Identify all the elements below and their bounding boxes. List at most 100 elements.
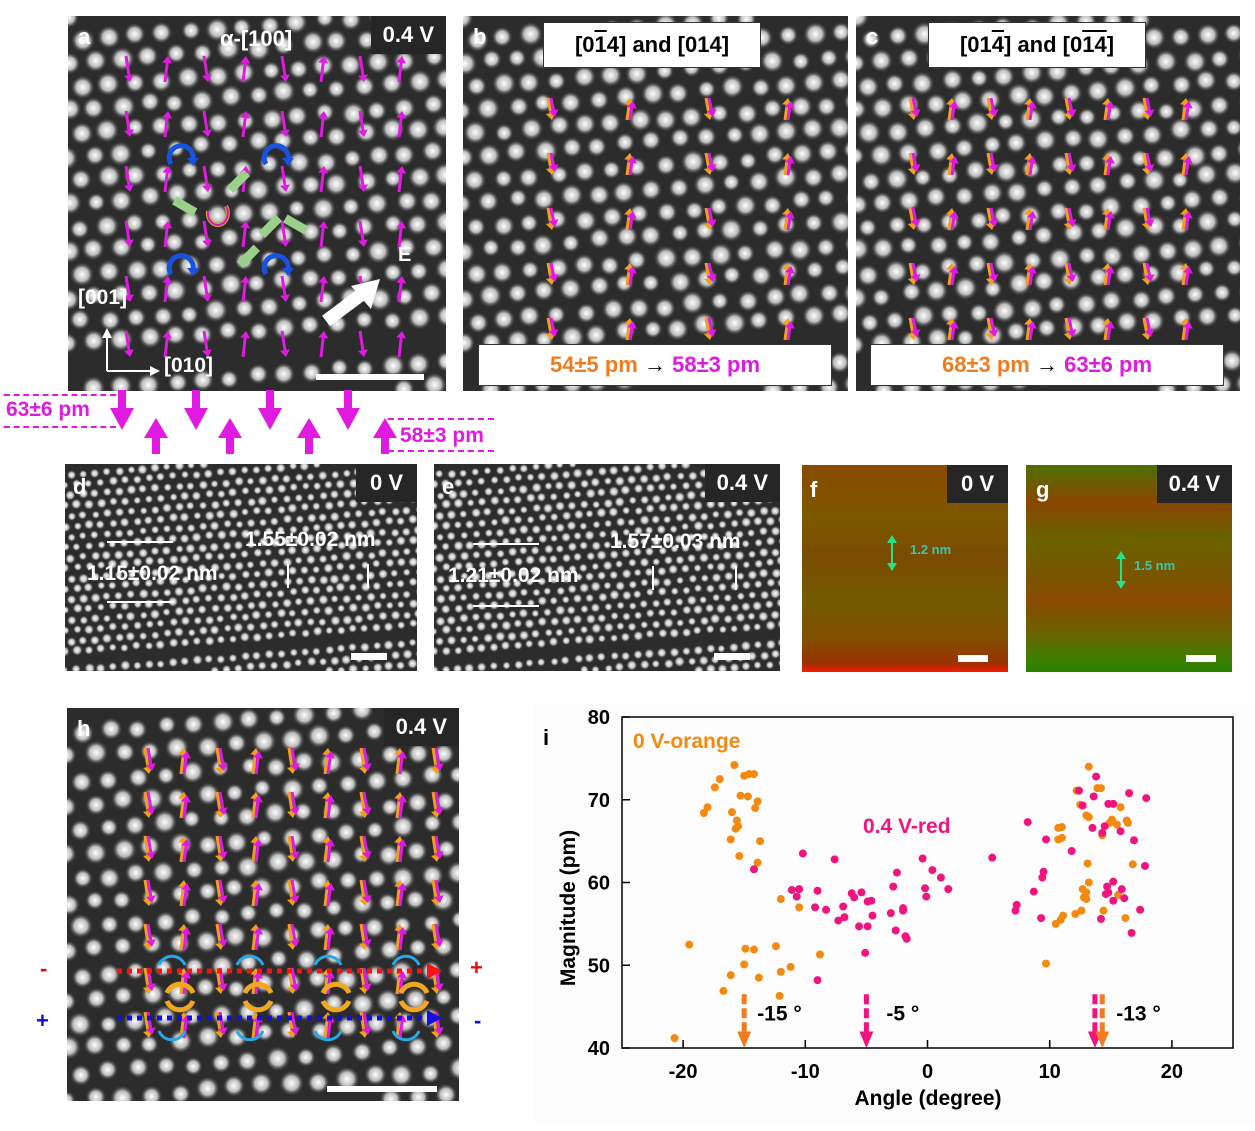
data-point-0v: [1123, 818, 1132, 827]
data-point-04v: [988, 853, 997, 862]
voltage-badge: 0.4 V: [1156, 465, 1232, 503]
data-point-04v: [928, 866, 937, 875]
panel-h-stem-image: h 0.4 V: [67, 708, 459, 1101]
arrow-symbol: →: [1036, 352, 1058, 377]
annotation-arrow-pink: [859, 994, 874, 1048]
y-tick-label: 70: [588, 790, 610, 812]
data-point-0v: [1128, 860, 1137, 869]
header-overbar-digit: 4: [991, 32, 1004, 57]
polarization-schematic: [110, 390, 397, 454]
data-point-04v: [868, 911, 877, 920]
data-point-04v: [861, 948, 870, 957]
axis-label-001: [001]: [78, 286, 128, 309]
panel-label: f: [810, 477, 818, 502]
direction-header: [014] and [014]: [928, 22, 1146, 68]
data-point-0v: [699, 808, 708, 817]
x-tick-label: 20: [1161, 1061, 1183, 1083]
data-point-04v: [1120, 894, 1129, 903]
spacing-tick-left: [652, 566, 654, 590]
data-point-0v: [1084, 762, 1093, 771]
data-point-0v: [1108, 815, 1117, 824]
panel-a-stem-image: a α-[100] 0.4 V [001] [010] E: [68, 16, 446, 391]
panel-label: a: [78, 24, 91, 49]
panel-c-stem-image: c [014] and [014] 68±3 pm → 63±6 pm: [856, 16, 1240, 391]
voltage-badge: 0.4 V: [704, 464, 780, 502]
data-point-0v: [726, 971, 735, 980]
data-point-0v: [749, 945, 758, 954]
spacing-tick-left: [287, 564, 289, 588]
atomic-lattice-dense: [434, 464, 780, 671]
data-point-0v: [815, 950, 824, 959]
axis-label-010: [010]: [164, 354, 214, 377]
annotation-label: -15 °: [757, 1003, 802, 1026]
data-point-04v: [891, 926, 900, 935]
annotation-label: -5 °: [886, 1003, 919, 1026]
data-point-0v: [726, 835, 735, 844]
scale-bar: [714, 653, 750, 660]
data-point-0v: [754, 973, 763, 982]
polarization-vectors: [545, 97, 795, 341]
data-point-0v: [710, 783, 719, 792]
header-part: ] and [0: [1004, 32, 1083, 57]
data-point-04v: [1023, 818, 1032, 827]
spacing-marker-top: [107, 541, 173, 543]
data-point-04v: [792, 892, 801, 901]
data-point-04v: [830, 855, 839, 864]
data-point-0v: [1042, 959, 1051, 968]
data-point-04v: [813, 886, 822, 895]
header-overbar-digit: 1: [594, 32, 607, 57]
panel-label: h: [77, 716, 91, 741]
data-point-0v: [703, 803, 712, 812]
data-point-0v: [1112, 820, 1121, 829]
x-tick-label: 10: [1039, 1061, 1061, 1083]
data-point-0v: [1077, 906, 1086, 915]
scale-bar: [316, 374, 424, 380]
data-point-0v: [776, 895, 785, 904]
data-point-04v: [787, 885, 796, 894]
data-point-0v: [719, 986, 728, 995]
period-label: 1.5 nm: [1134, 558, 1176, 573]
panel-label: c: [866, 24, 879, 49]
electric-field-label: E: [398, 244, 412, 266]
magnitude-change-box: 68±3 pm → 63±6 pm: [870, 344, 1224, 386]
panel-d-stem-image: d 0 V 1.15±0.02 nm 1.55±0.02 nm: [65, 464, 417, 671]
header-part: [0: [574, 32, 595, 57]
direction-header: [014] and [014]: [543, 22, 761, 68]
blue-line-left-sign: +: [36, 1008, 49, 1033]
data-point-04v: [921, 884, 930, 893]
data-point-04v: [867, 896, 876, 905]
data-point-0v: [756, 837, 765, 846]
blue-line-right-sign: -: [474, 1008, 482, 1033]
data-point-04v: [840, 913, 849, 922]
data-point-04v: [889, 882, 898, 891]
data-point-0v: [786, 962, 795, 971]
spacing-marker-bottom: [107, 601, 173, 603]
data-point-0v: [670, 1034, 679, 1043]
scale-bar: [351, 653, 387, 660]
data-point-04v: [1078, 801, 1087, 810]
data-point-0v: [775, 991, 784, 1000]
x-tick-label: 0: [922, 1061, 933, 1083]
atomic-lattice: [68, 16, 446, 391]
spacing-tick-right: [735, 566, 737, 590]
data-point-04v: [834, 916, 843, 925]
data-point-0v: [740, 771, 749, 780]
data-point-0v: [735, 852, 744, 861]
annotation-arrow-orange: [737, 994, 752, 1048]
y-tick-label: 40: [588, 1038, 610, 1060]
data-point-0v: [731, 824, 740, 833]
data-point-0v: [1121, 914, 1130, 923]
data-point-04v: [1067, 847, 1076, 856]
data-point-04v: [886, 909, 895, 918]
voltage-badge: 0.4 V: [370, 16, 446, 54]
magnitude-before: 68±3 pm: [941, 352, 1030, 377]
header-overbar-digits: 14: [1082, 32, 1107, 57]
horizontal-spacing-label: 1.21±0.02 nm: [448, 564, 579, 587]
data-point-04v: [944, 885, 953, 894]
data-point-04v: [822, 905, 831, 914]
data-point-04v: [1136, 905, 1145, 914]
polarization-vectors: [102, 55, 407, 376]
data-point-0v: [771, 942, 780, 951]
spacing-marker-top: [473, 543, 539, 545]
data-point-04v: [899, 904, 908, 913]
